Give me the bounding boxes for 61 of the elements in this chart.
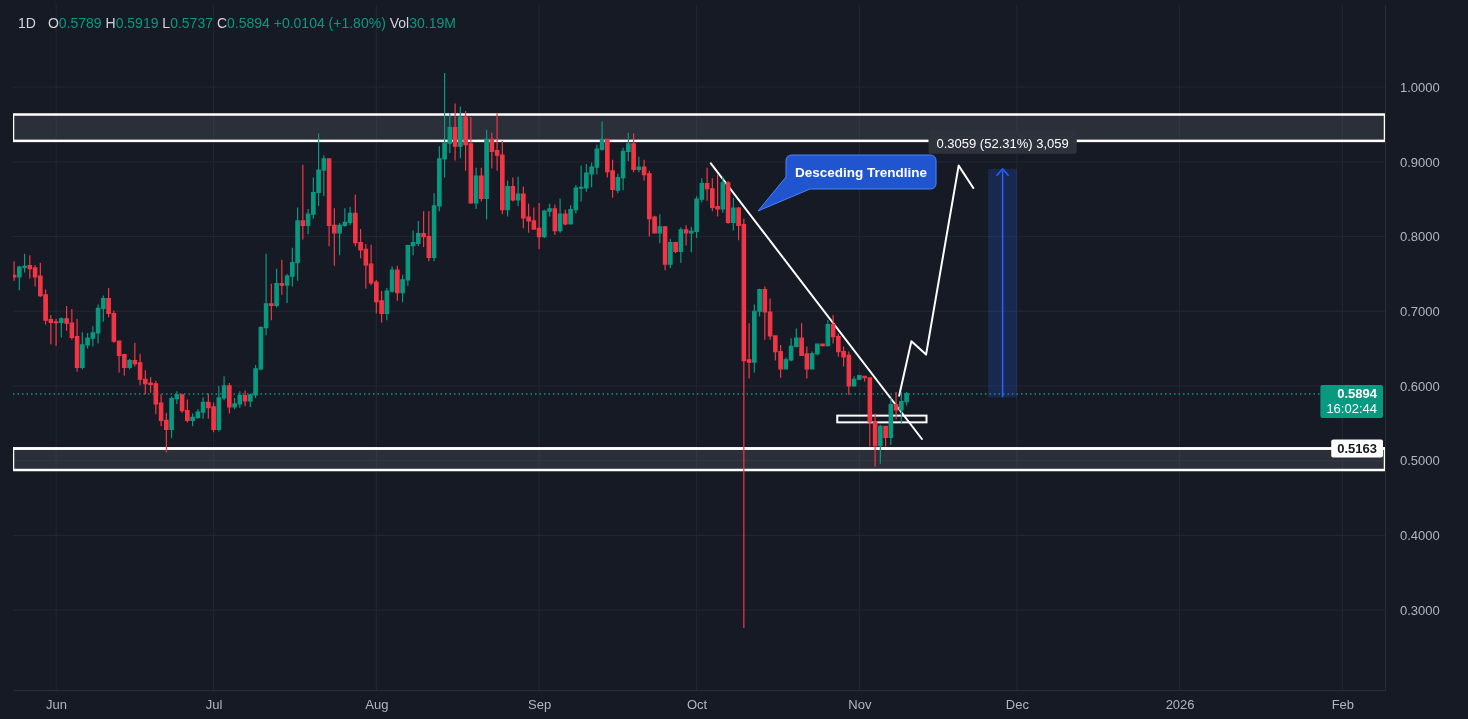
candlestick xyxy=(552,203,558,236)
candlestick xyxy=(458,105,463,159)
y-tick-label: 0.4000 xyxy=(1400,528,1440,544)
candlestick xyxy=(59,316,64,339)
candlestick xyxy=(479,167,484,203)
annotation: Desceding Trendline xyxy=(795,165,928,180)
candlestick xyxy=(13,260,17,282)
candlestick xyxy=(678,227,684,264)
x-tick-label: Dec xyxy=(1005,697,1030,713)
candlestick xyxy=(300,164,306,241)
candlestick xyxy=(731,197,736,232)
candlestick xyxy=(657,213,663,244)
x-tick-label: Aug xyxy=(365,697,389,713)
x-tick-label: Feb xyxy=(1331,697,1355,713)
candlestick xyxy=(673,241,678,254)
y-tick-label: 0.9000 xyxy=(1400,154,1440,170)
candlestick xyxy=(878,424,883,465)
x-tick-label: Sep xyxy=(528,697,552,713)
candlestick xyxy=(883,425,888,448)
candlestick xyxy=(484,129,489,220)
candlestick xyxy=(274,268,279,309)
candlestick xyxy=(515,176,521,207)
candlestick xyxy=(127,358,132,371)
y-tick-label: 1.0000 xyxy=(1400,79,1440,95)
candlestick xyxy=(452,103,458,161)
y-tick-label: 0.8000 xyxy=(1400,229,1440,245)
y-tick-label: 0.7000 xyxy=(1400,303,1440,319)
candlestick xyxy=(505,179,510,217)
y-tick-label: 0.6000 xyxy=(1400,378,1440,394)
candlestick xyxy=(683,224,689,247)
data-label: 0.3059 (52.31%) 3,059 xyxy=(936,135,1069,151)
text: O0.5789 H0.5919 L0.5737 C0.5894 +0.0104 (+1.80%) Vol30.19M xyxy=(47,15,456,31)
candlestick xyxy=(820,342,825,347)
x-tick-label: Jul xyxy=(205,697,223,713)
candlestick xyxy=(269,283,274,321)
y-tick-label: 0.3000 xyxy=(1400,602,1440,618)
candlestick xyxy=(227,382,232,415)
candlestick xyxy=(242,389,248,407)
candlestick xyxy=(668,238,673,269)
candlestick xyxy=(631,132,636,173)
candlestick xyxy=(762,286,768,341)
candlestick xyxy=(510,176,516,203)
x-tick-label: Nov xyxy=(848,697,872,713)
x-tick-label: 2026 xyxy=(1165,697,1195,713)
candlestick xyxy=(563,209,568,226)
candlestick xyxy=(473,167,479,210)
x-tick-label: Jun xyxy=(46,697,68,713)
candlestick xyxy=(279,259,285,296)
candlestick xyxy=(557,197,563,234)
candlestick xyxy=(662,225,668,271)
ref-line-label: 0.5163 xyxy=(1337,440,1377,456)
x-tick-label: Oct xyxy=(686,697,708,713)
candlestick xyxy=(888,397,894,446)
candlestick xyxy=(395,265,400,302)
candlestick xyxy=(825,319,831,347)
candlestick xyxy=(720,176,726,214)
text: 1D xyxy=(18,15,36,31)
ref-line-label: 0.5894 16:02:44 xyxy=(1326,386,1378,417)
candlestick xyxy=(893,391,899,421)
candlestick xyxy=(636,156,642,173)
y-tick-label: 0.5000 xyxy=(1400,453,1440,469)
